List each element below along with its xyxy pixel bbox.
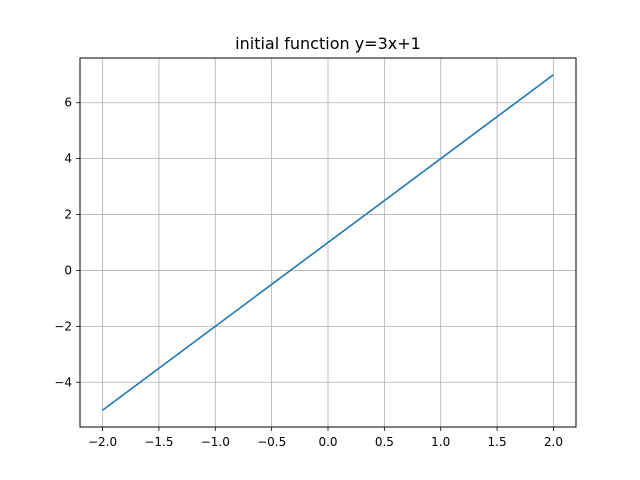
y-tick-label: 2: [64, 208, 72, 222]
y-tick-label: 6: [64, 96, 72, 110]
y-tick-label: 4: [64, 152, 72, 166]
x-tick-label: 0.0: [318, 435, 337, 449]
x-tick-label: −1.0: [201, 435, 230, 449]
x-tick-label: −2.0: [88, 435, 117, 449]
x-tick-label: −1.5: [144, 435, 173, 449]
x-tick-label: 2.0: [544, 435, 563, 449]
series-layer: [102, 74, 554, 411]
series-line: [102, 74, 554, 411]
axis-ticks: −2.0 −1.5 −1.0 −0.5 0.0 0.5 1.0 1.5 2.0 −4 −2 0 2 4 6: [54, 96, 563, 449]
y-tick-label: 0: [64, 263, 72, 277]
x-tick-label: 1.0: [431, 435, 450, 449]
x-tick-label: 1.5: [488, 435, 507, 449]
y-tick-label: −4: [54, 375, 72, 389]
x-tick-label: 0.5: [375, 435, 394, 449]
y-tick-label: −2: [54, 319, 72, 333]
chart-title: initial function y=3x+1: [235, 34, 421, 53]
x-tick-label: −0.5: [257, 435, 286, 449]
